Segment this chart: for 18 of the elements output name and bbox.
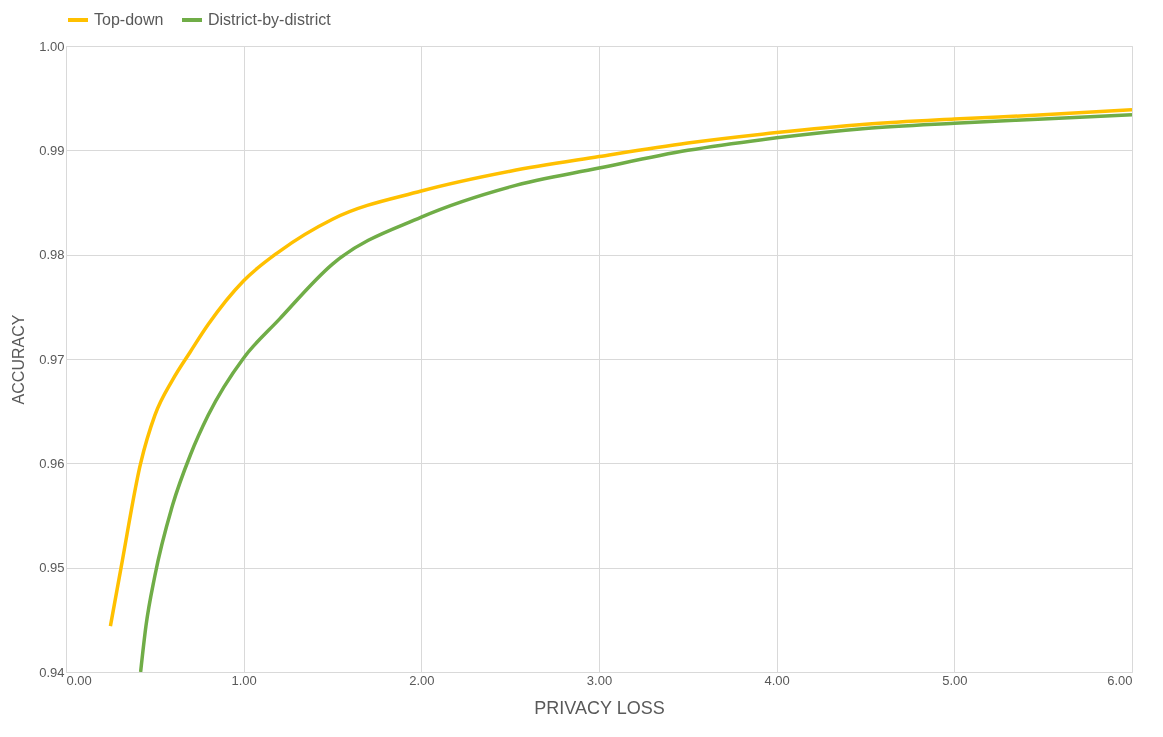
x-tick-label: 5.00 bbox=[942, 672, 968, 688]
legend-label: Top-down bbox=[94, 11, 164, 28]
y-axis-title: ACCURACY bbox=[10, 314, 28, 405]
y-tick-label: 0.96 bbox=[39, 455, 65, 471]
y-tick-label: 0.94 bbox=[39, 664, 65, 680]
y-tick-label: 0.98 bbox=[39, 247, 65, 263]
x-tick-label: 1.00 bbox=[231, 672, 257, 688]
x-axis-title: PRIVACY LOSS bbox=[534, 697, 665, 718]
y-tick-label: 0.97 bbox=[39, 351, 65, 367]
y-tick-label: 0.95 bbox=[39, 560, 65, 576]
y-tick-label: 0.99 bbox=[39, 142, 65, 158]
x-tick-label: 6.00 bbox=[1107, 672, 1133, 688]
legend-label: District-by-district bbox=[208, 11, 332, 28]
x-tick-label: 4.00 bbox=[764, 672, 790, 688]
y-tick-label: 1.00 bbox=[39, 38, 65, 54]
x-tick-label: 0.00 bbox=[66, 672, 92, 688]
x-tick-label: 3.00 bbox=[586, 672, 613, 688]
x-tick-label: 2.00 bbox=[409, 672, 435, 688]
